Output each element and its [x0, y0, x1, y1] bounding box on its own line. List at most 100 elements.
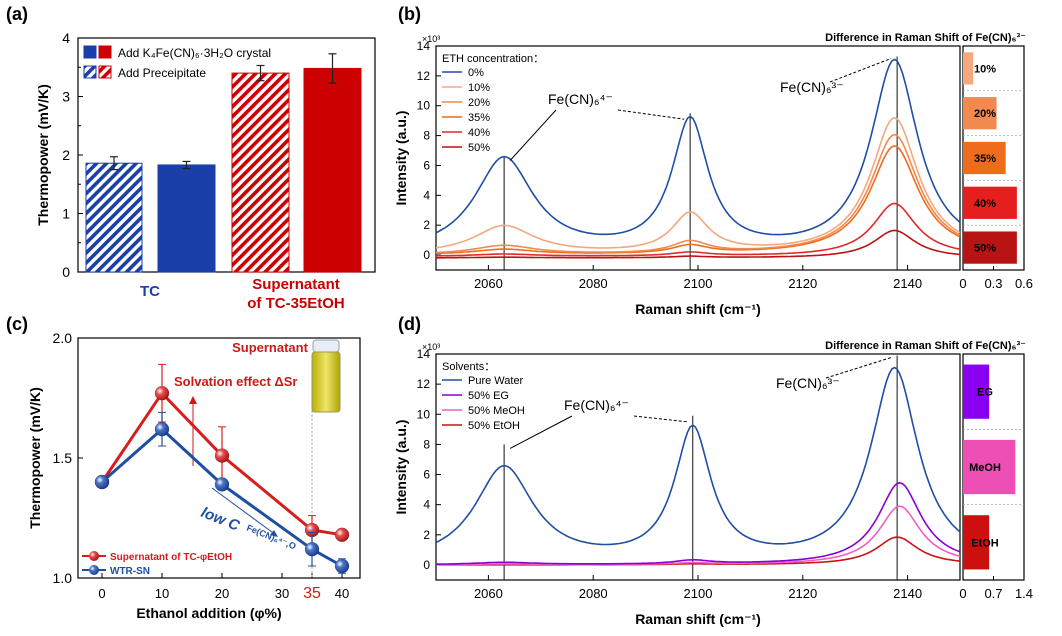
x-axis-label: Raman shift (cm⁻¹)	[635, 301, 761, 317]
legend-marker	[89, 551, 99, 561]
low-c-arrow	[211, 487, 277, 536]
inset-bar-40%	[963, 186, 1017, 219]
inset-bar-label: 10%	[974, 63, 996, 75]
data-point	[334, 527, 350, 543]
legend-swatch	[83, 45, 97, 59]
spectrum-line-Pure-Water	[435, 366, 961, 546]
legend-title: Solvents：	[442, 361, 495, 373]
inset-bar-label: EtOH	[971, 537, 999, 549]
y-tick-label: 2	[423, 218, 430, 232]
data-point	[334, 558, 350, 574]
y-tick-label: 10	[417, 407, 431, 421]
y-tick-label: 6	[423, 158, 430, 172]
legend-label: 40%	[468, 127, 490, 139]
panel-label-a: (a)	[6, 4, 28, 24]
data-point	[154, 385, 170, 401]
inset-bar-label: 35%	[974, 153, 996, 165]
x-tick-label: 20	[215, 586, 229, 601]
legend-label: Add K₄Fe(CN)₆·3H₂O crystal	[118, 46, 271, 60]
vial-cap	[312, 339, 340, 353]
legend-label: Add Preceipitate	[118, 66, 206, 80]
legend-label: 50%	[468, 142, 490, 154]
inset-bar-label: 20%	[974, 108, 996, 120]
legend-label: WTR-SN	[110, 566, 150, 577]
x-tick-label: 2120	[788, 276, 817, 291]
x-axis-label: Raman shift (cm⁻¹)	[635, 611, 761, 627]
data-point	[214, 448, 230, 463]
plot-frame	[435, 353, 961, 581]
legend-swatch	[98, 45, 112, 59]
inset-bar-label: EG	[977, 387, 993, 399]
y-multiplier: ×10³	[422, 34, 440, 44]
x-tick-label: 0.3	[984, 276, 1002, 291]
panel-c-thermopower-plot: 0 10 20 30 35 40 1.0 1.5 2.0 Ethanol addition (φ%…	[27, 330, 361, 621]
x-tick-label: 2140	[893, 276, 922, 291]
y-tick-label: 6	[423, 468, 430, 482]
x-axis-label: Ethanol addition (φ%)	[136, 605, 281, 621]
vial-image	[311, 351, 341, 413]
y-tick-label: 12	[417, 69, 431, 83]
spectrum-line-20-	[435, 133, 961, 254]
y-axis-label: Thermopower (mV/K)	[27, 387, 43, 529]
legend-label: 35%	[468, 112, 490, 124]
panel-d-raman-spectra: 2060 2080 2100 2120 2140 0 2 4 6 8 10 12 14×10³ Raman…	[393, 342, 961, 627]
spectrum-line-50-	[436, 229, 961, 259]
inset-title: Difference in Raman Shift of Fe(CN)₆³⁻	[825, 32, 1026, 44]
panel-b-inset-shift-bars: Difference in Raman Shift of Fe(CN)₆³⁻ 0 0…	[825, 32, 1033, 291]
y-tick-label: 0	[62, 264, 70, 280]
y-tick-label: 8	[423, 437, 430, 451]
annotation-low-c: low C	[199, 504, 244, 535]
group-label-tc: TC	[140, 283, 160, 300]
data-point	[214, 477, 230, 492]
x-tick-label: 2140	[893, 586, 922, 601]
x-tick-label: 0	[959, 276, 966, 291]
bar-0	[85, 162, 143, 273]
inset-bar-MeOH	[963, 439, 1016, 495]
y-tick-label: 14	[417, 39, 431, 53]
annotation-arrow	[617, 109, 685, 120]
panel-a-bar-chart: 0 1 2 3 4 Thermopower (mV/K) Add K₄Fe(CN)₆·3H₂…	[35, 30, 376, 312]
inset-bar-35%	[963, 141, 1006, 175]
y-tick-label: 1.5	[53, 450, 73, 466]
panel-d-inset-shift-bars: Difference in Raman Shift of Fe(CN)₆³⁻ 0 0…	[825, 340, 1033, 601]
legend-label: 50% EG	[468, 390, 509, 402]
annotation-arrow	[829, 57, 892, 83]
low-c-arrow-head	[270, 530, 278, 537]
annotation-ferrocyanide: Fe(CN)₆⁴⁻	[548, 91, 613, 107]
y-tick-label: 0	[423, 248, 430, 262]
y-tick-label: 14	[417, 347, 431, 361]
legend-swatch	[83, 65, 97, 79]
x-tick-label: 0	[959, 586, 966, 601]
spectrum-line-50-MeOH	[436, 505, 961, 566]
legend-title: ETH concentration：	[442, 53, 544, 65]
x-tick-label: 2080	[579, 586, 608, 601]
x-tick-label: 2100	[684, 276, 713, 291]
y-axis-label: Thermopower (mV/K)	[35, 84, 51, 226]
legend-swatch	[98, 65, 112, 79]
solvation-arrow-head	[189, 396, 197, 404]
inset-bar-EG	[963, 364, 990, 419]
annotation-low-c-subscript: Fe(CN)₆⁴⁻,O	[245, 523, 297, 552]
spectrum-line-10-	[435, 116, 961, 249]
y-tick-label: 4	[423, 498, 430, 512]
panel-label-d: (d)	[398, 314, 421, 334]
panel-b-raman-spectra: 2060 2080 2100 2120 2140 0 2 4 6 8 10 12 14×10³ Raman…	[393, 34, 961, 317]
annotation-ferrocyanide: Fe(CN)₆⁴⁻	[564, 397, 629, 413]
inset-title: Difference in Raman Shift of Fe(CN)₆³⁻	[825, 340, 1026, 352]
x-tick-label: 0	[98, 586, 105, 601]
inset-bar-label: 50%	[974, 243, 996, 255]
legend-label: 10%	[468, 82, 490, 94]
x-tick-label: 2080	[579, 276, 608, 291]
inset-bar-50%	[963, 231, 1017, 264]
inset-bar-20%	[963, 97, 997, 130]
y-tick-label: 1	[62, 206, 70, 222]
data-point	[304, 541, 320, 557]
annotation-arrow	[633, 415, 687, 423]
data-point	[94, 474, 110, 490]
x-tick-label: 0.6	[1015, 276, 1033, 291]
y-axis-label: Intensity (a.u.)	[393, 111, 409, 206]
annotation-arrow	[509, 109, 557, 161]
bar-1	[157, 164, 216, 273]
spectrum-line-40-	[435, 202, 961, 257]
x-tick-label: 10	[155, 586, 169, 601]
